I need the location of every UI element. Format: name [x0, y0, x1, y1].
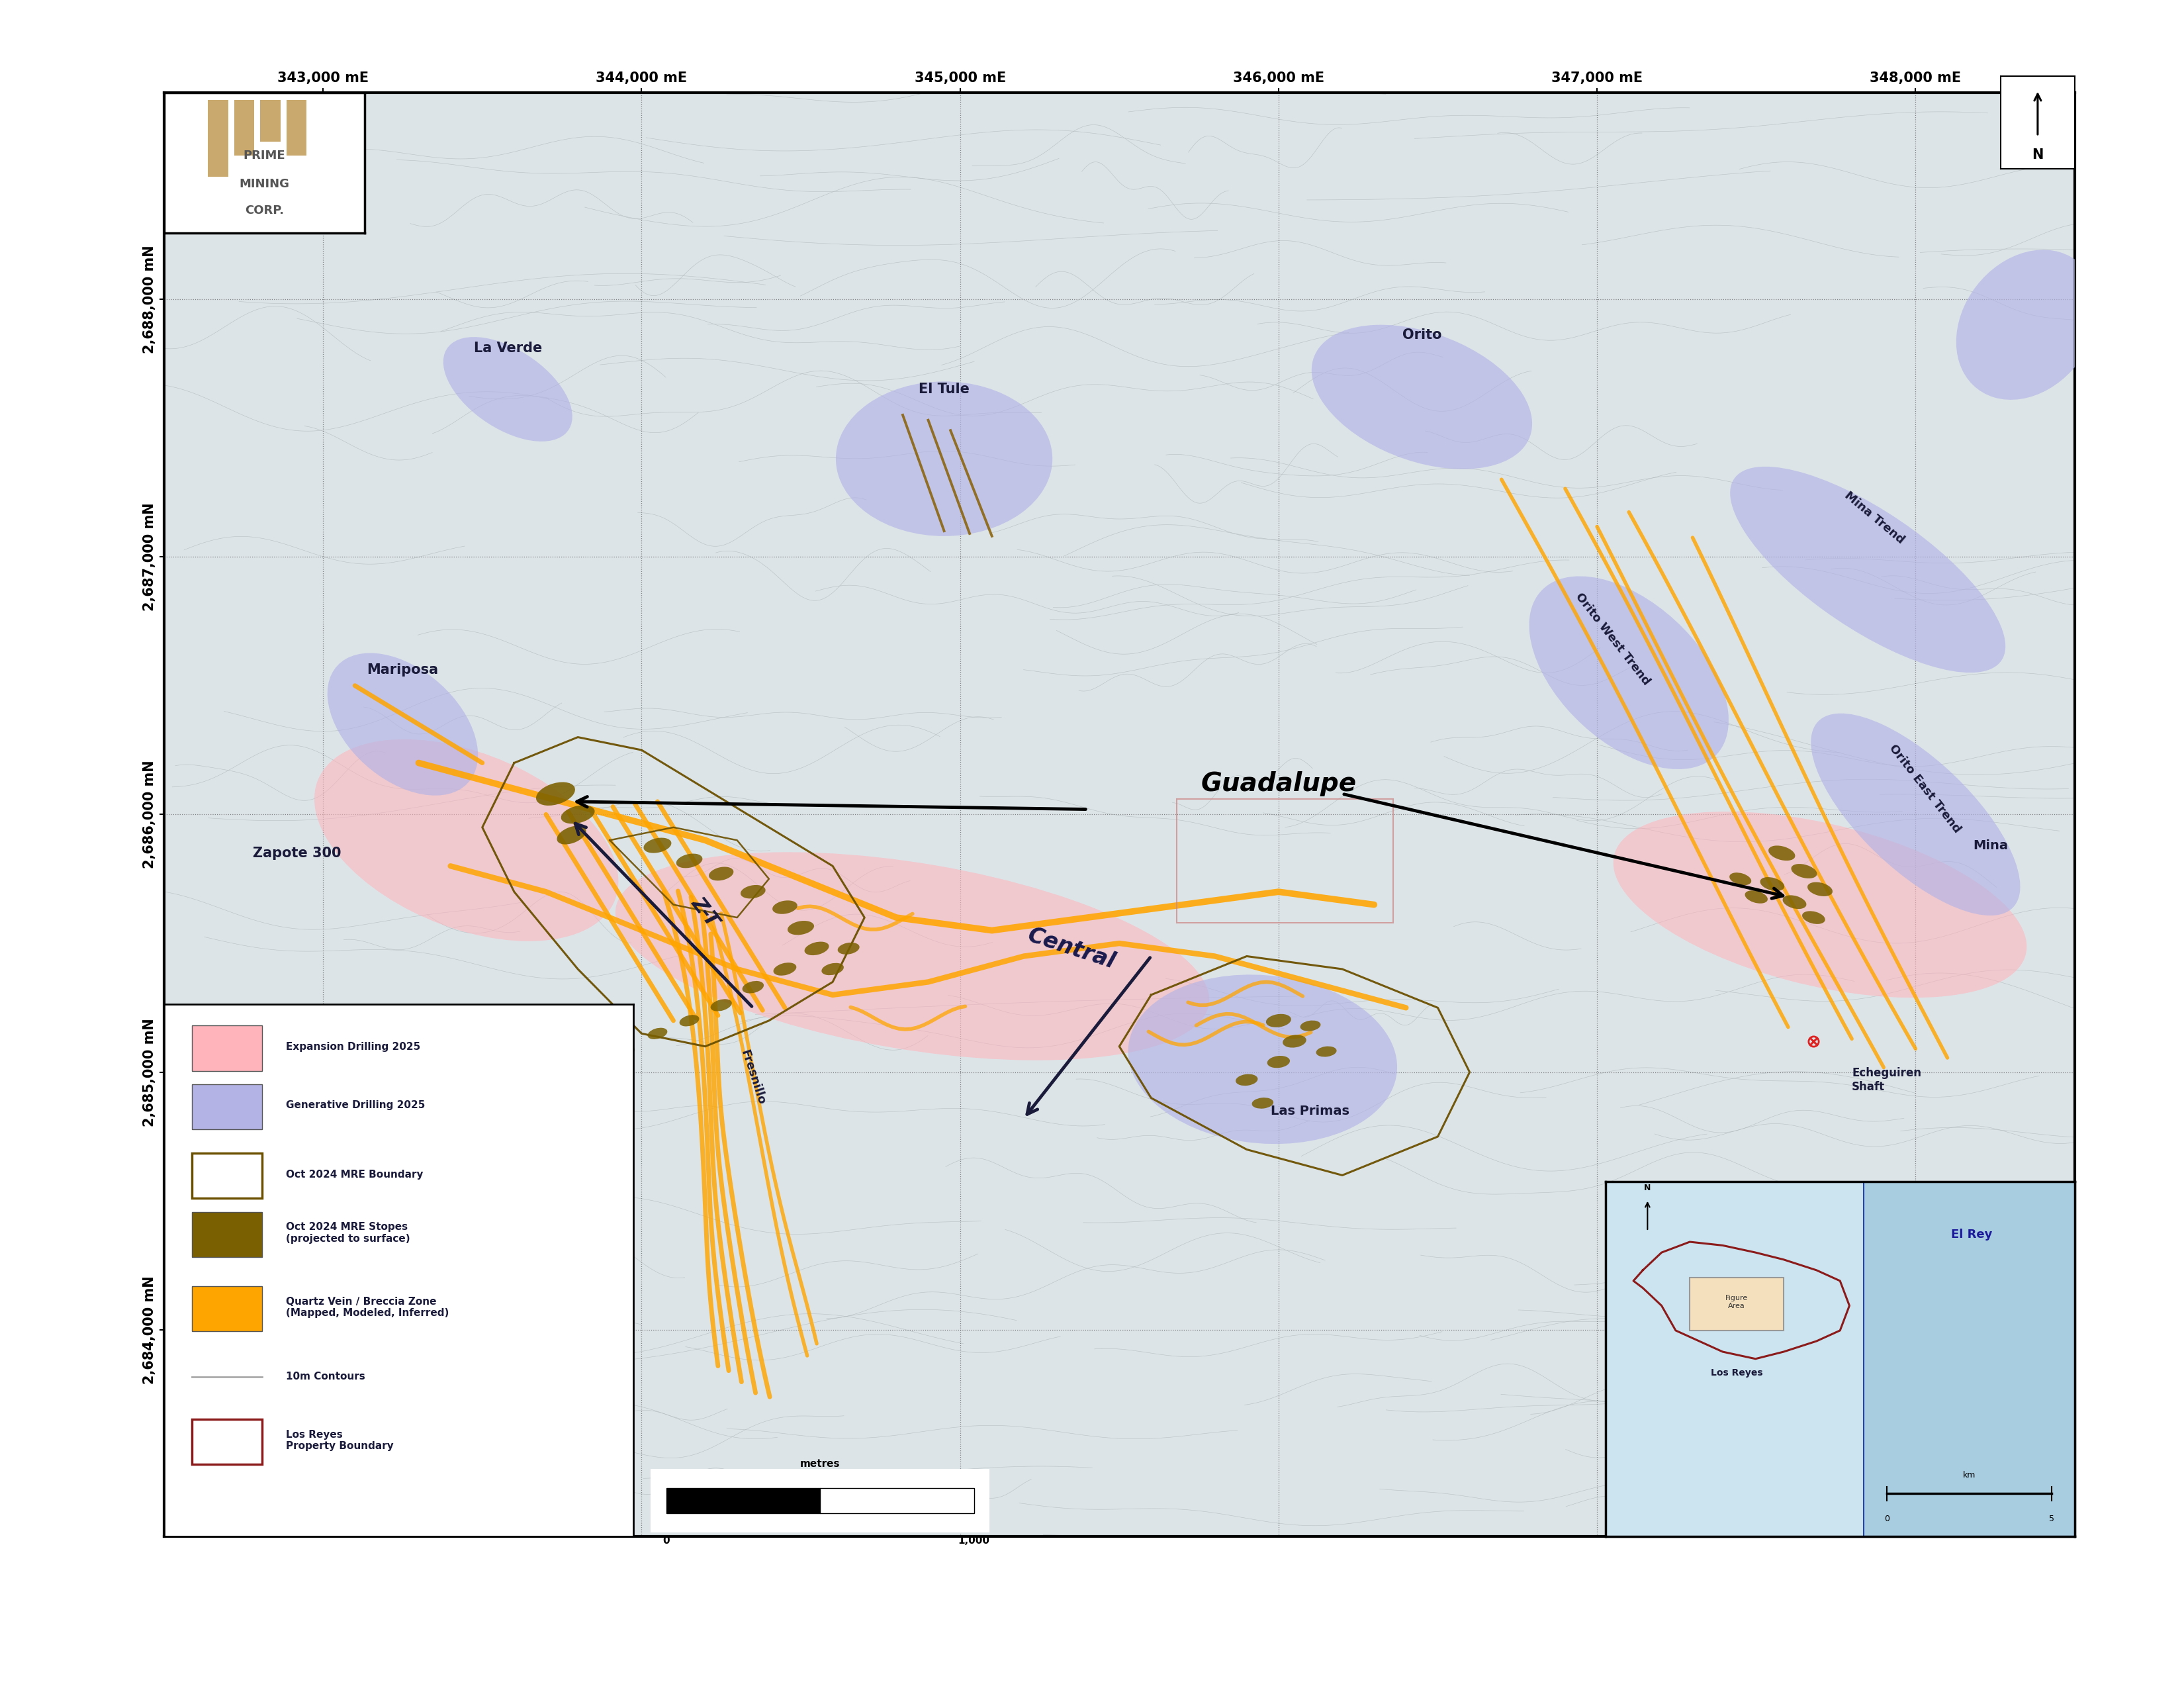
- Ellipse shape: [535, 782, 574, 805]
- Ellipse shape: [557, 825, 585, 844]
- Ellipse shape: [743, 981, 764, 993]
- Text: Oct 2024 MRE Boundary: Oct 2024 MRE Boundary: [286, 1170, 424, 1180]
- Ellipse shape: [601, 1062, 618, 1072]
- Bar: [1690, 1278, 1784, 1330]
- Ellipse shape: [836, 381, 1053, 537]
- Text: Quartz Vein / Breccia Zone
(Mapped, Modeled, Inferred): Quartz Vein / Breccia Zone (Mapped, Mode…: [286, 1296, 450, 1318]
- Ellipse shape: [1236, 1074, 1258, 1085]
- Ellipse shape: [773, 900, 797, 913]
- Ellipse shape: [1282, 1035, 1306, 1048]
- Bar: [192, 1153, 262, 1198]
- Ellipse shape: [1313, 324, 1533, 469]
- Text: Orito West Trend: Orito West Trend: [1572, 591, 1653, 687]
- Ellipse shape: [1730, 873, 1752, 885]
- Bar: [234, 100, 253, 155]
- Ellipse shape: [1730, 466, 2005, 672]
- Bar: [260, 100, 280, 142]
- Text: 10m Contours: 10m Contours: [286, 1372, 365, 1381]
- Ellipse shape: [1251, 1097, 1273, 1109]
- Text: MINING: MINING: [238, 177, 290, 189]
- Bar: [192, 1212, 262, 1258]
- Ellipse shape: [1267, 1014, 1291, 1028]
- Ellipse shape: [649, 1028, 668, 1040]
- Text: 2025-02-18: 2025-02-18: [1990, 1504, 2060, 1516]
- Ellipse shape: [773, 962, 797, 976]
- Ellipse shape: [328, 653, 478, 795]
- Ellipse shape: [1299, 1021, 1321, 1031]
- Ellipse shape: [1791, 864, 1817, 878]
- Ellipse shape: [1129, 974, 1398, 1144]
- Ellipse shape: [1957, 250, 2099, 400]
- Bar: [192, 1286, 262, 1332]
- Ellipse shape: [679, 1014, 699, 1026]
- Ellipse shape: [740, 885, 767, 898]
- Bar: [286, 100, 306, 155]
- Text: Zapote 300: Zapote 300: [253, 846, 341, 859]
- Bar: [1863, 1182, 2075, 1536]
- Bar: [192, 1420, 262, 1463]
- Ellipse shape: [804, 942, 830, 955]
- Bar: [192, 1084, 262, 1129]
- Ellipse shape: [1808, 883, 1832, 896]
- Text: Fresnillo: Fresnillo: [738, 1048, 767, 1106]
- Ellipse shape: [1802, 912, 1826, 923]
- Bar: [1177, 798, 1393, 923]
- Text: Z-T: Z-T: [688, 893, 723, 932]
- Ellipse shape: [1811, 714, 2020, 915]
- Ellipse shape: [1745, 891, 1767, 903]
- Text: La Verde: La Verde: [474, 341, 542, 354]
- Ellipse shape: [710, 868, 734, 881]
- Text: Los Reyes: Los Reyes: [1710, 1369, 1762, 1377]
- Ellipse shape: [710, 999, 732, 1011]
- Ellipse shape: [616, 1047, 636, 1057]
- Text: El Tule: El Tule: [919, 383, 970, 397]
- Ellipse shape: [788, 920, 815, 935]
- Bar: [192, 1026, 262, 1070]
- Bar: [819, 1487, 974, 1514]
- Text: Las Primas: Las Primas: [1271, 1104, 1350, 1117]
- Text: Central: Central: [1024, 923, 1118, 972]
- Text: N: N: [2031, 149, 2044, 162]
- Ellipse shape: [1760, 878, 1784, 891]
- Bar: [666, 1487, 819, 1514]
- Text: Mina: Mina: [1972, 839, 2007, 852]
- Text: km: km: [1963, 1470, 1977, 1479]
- Ellipse shape: [677, 854, 703, 868]
- Text: metres: metres: [799, 1458, 841, 1469]
- Ellipse shape: [644, 837, 670, 852]
- Ellipse shape: [1769, 846, 1795, 861]
- Text: CORP.: CORP.: [245, 204, 284, 216]
- Ellipse shape: [1317, 1047, 1337, 1057]
- Text: Los Reyes
Property Boundary: Los Reyes Property Boundary: [286, 1430, 393, 1452]
- Text: Generative Drilling 2025: Generative Drilling 2025: [286, 1101, 426, 1111]
- Text: Guadalupe: Guadalupe: [1201, 771, 1356, 797]
- Ellipse shape: [616, 852, 1210, 1060]
- Ellipse shape: [314, 739, 618, 942]
- Text: 5: 5: [2049, 1514, 2053, 1523]
- Ellipse shape: [839, 942, 860, 954]
- Text: N: N: [1645, 1183, 1651, 1192]
- Text: Orito: Orito: [1402, 329, 1441, 341]
- Text: Figure
Area: Figure Area: [1725, 1295, 1747, 1310]
- Text: El Rey: El Rey: [1950, 1229, 1992, 1241]
- Ellipse shape: [1267, 1055, 1291, 1069]
- Ellipse shape: [821, 962, 843, 976]
- Text: Expansion Drilling 2025: Expansion Drilling 2025: [286, 1041, 419, 1052]
- Text: PRIME: PRIME: [242, 150, 286, 162]
- Text: Mariposa: Mariposa: [367, 663, 439, 677]
- Text: 0: 0: [1885, 1514, 1889, 1523]
- Ellipse shape: [1529, 576, 1730, 770]
- Ellipse shape: [1782, 895, 1806, 908]
- Text: Echeguiren
Shaft: Echeguiren Shaft: [1852, 1067, 1922, 1092]
- Text: Oct 2024 MRE Stopes
(projected to surface): Oct 2024 MRE Stopes (projected to surfac…: [286, 1222, 411, 1244]
- Text: Mina Trend: Mina Trend: [1841, 490, 1907, 547]
- Bar: [207, 100, 227, 177]
- Text: Orito East Trend: Orito East Trend: [1887, 743, 1963, 836]
- Ellipse shape: [1614, 812, 2027, 998]
- Ellipse shape: [443, 338, 572, 442]
- Bar: [1863, 1182, 2075, 1536]
- Ellipse shape: [561, 805, 594, 824]
